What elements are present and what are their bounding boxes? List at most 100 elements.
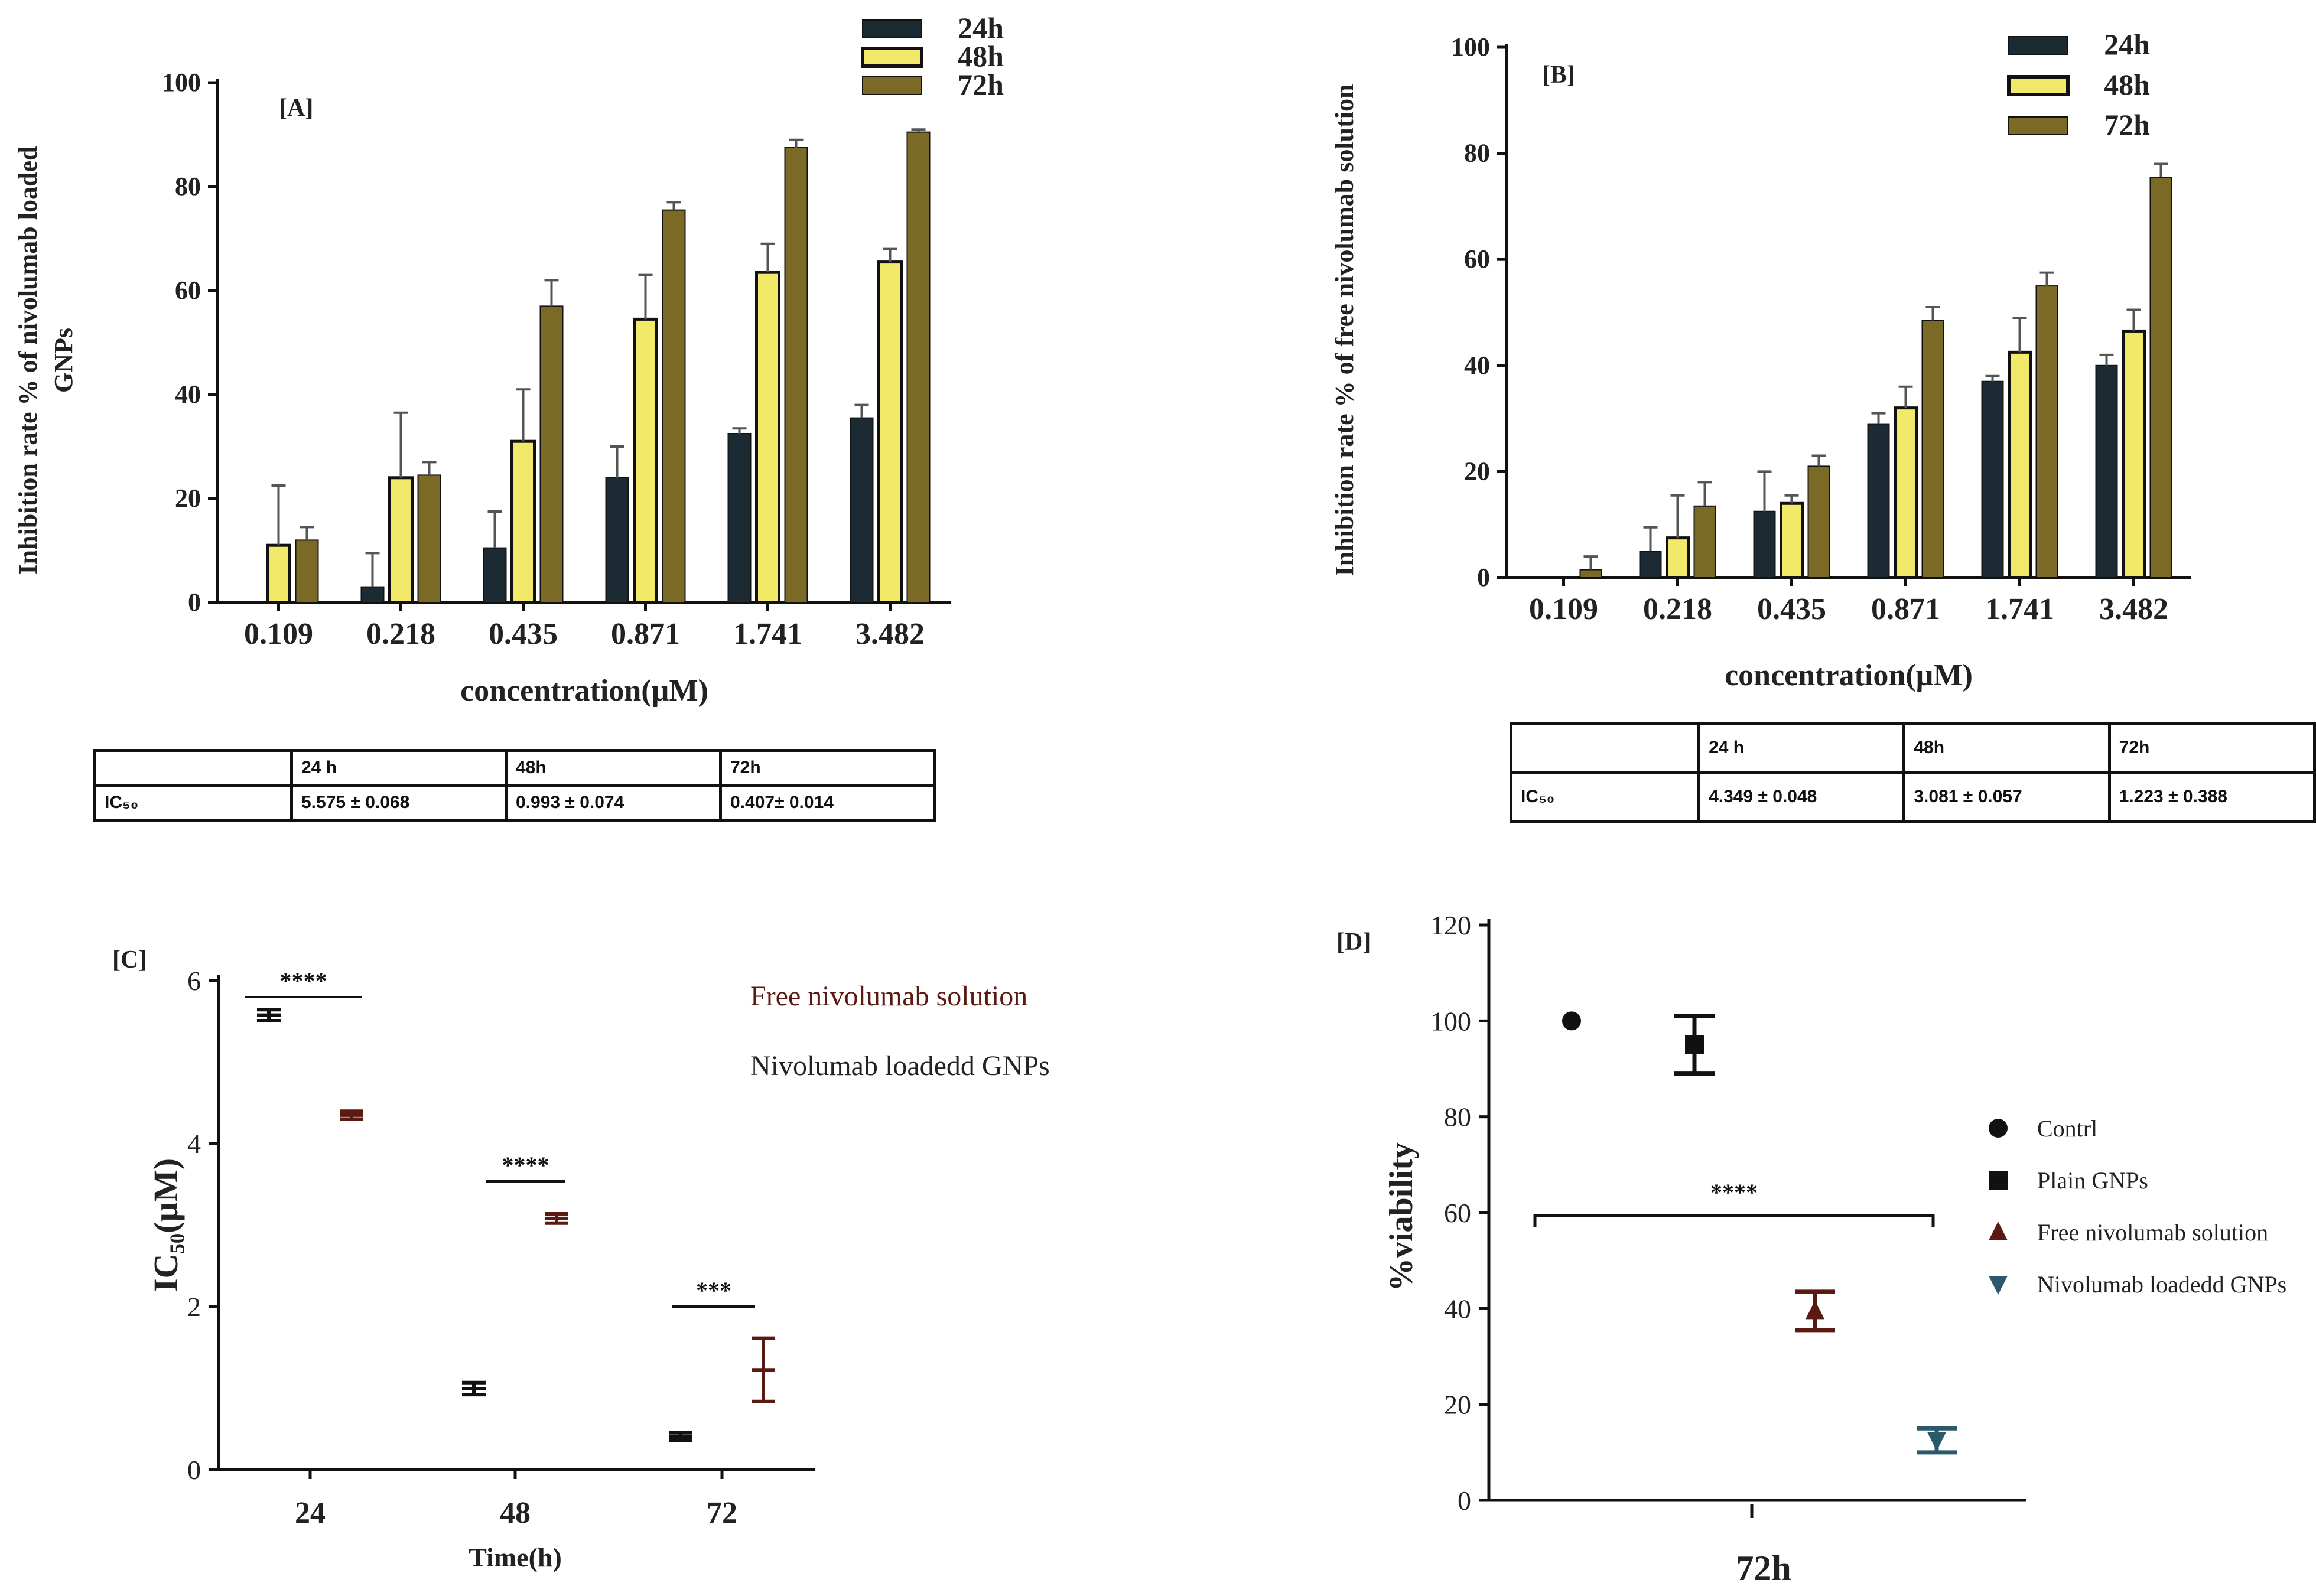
bar-72h <box>1921 320 1944 578</box>
legend-swatch-48h <box>861 47 923 68</box>
y-tick-label: 100 <box>162 68 201 97</box>
bar-72h <box>539 305 564 604</box>
y-axis-title: IC₅₀(µM) <box>147 1158 185 1292</box>
legend-label-72h: 72h <box>958 68 1004 101</box>
y-tick-label: 100 <box>1451 32 1490 61</box>
ic50-value-48h: 0.993 ± 0.074 <box>505 784 722 822</box>
ic50-row-label: IC₅₀ <box>1509 771 1701 823</box>
bar-48h <box>388 476 414 604</box>
x-axis-title: 72h <box>1736 1549 1791 1588</box>
ic50-table-header-row: 24 h 48h 72h <box>1509 722 2316 774</box>
legend-swatch-48h <box>2007 75 2070 96</box>
legend-marker-contrl <box>1989 1119 2008 1138</box>
x-tick-label: 48 <box>500 1496 531 1530</box>
bar-48h <box>1894 406 1918 579</box>
legend-swatch-24h <box>862 19 922 38</box>
y-tick-label: 40 <box>175 380 201 409</box>
ic50-value-24h: 5.575 ± 0.068 <box>290 784 508 822</box>
x-axis-title: concentration(µM) <box>1725 659 1973 692</box>
x-tick-label: 3.482 <box>856 617 925 651</box>
chart-a: 0 20 40 60 80 100 0.109 0.218 0.435 0.871 1.741 3.4… <box>14 11 1004 708</box>
y-tick-label: 80 <box>1444 1102 1471 1132</box>
legend-label-48h: 48h <box>958 40 1004 73</box>
ic50-table-corner <box>93 749 293 787</box>
bar-72h <box>2035 285 2058 578</box>
legend-swatch-72h <box>862 76 922 95</box>
x-tick-label: 0.435 <box>489 617 558 651</box>
bar-48h <box>877 260 903 604</box>
bar-24h <box>1639 551 1662 578</box>
legend-label-contrl: Contrl <box>2037 1115 2097 1142</box>
panel-label: [B] <box>1542 61 1575 89</box>
bar-48h <box>755 271 780 604</box>
legend-label-24h: 24h <box>958 11 1004 44</box>
ic50-value-72h: 1.223 ± 0.388 <box>2107 771 2316 823</box>
bar-48h <box>1780 501 1804 579</box>
ic50-table-value-row: IC₅₀ 4.349 ± 0.048 3.081 ± 0.057 1.223 ±… <box>1509 771 2316 823</box>
bar-48h <box>1666 536 1690 579</box>
bar-72h <box>1807 465 1830 578</box>
ic50-table-header-72h: 72h <box>719 749 936 787</box>
x-tick-label: 0.218 <box>1643 592 1712 626</box>
bar-72h <box>1579 569 1602 579</box>
bar-24h <box>1981 380 2004 578</box>
bar-24h <box>1753 510 1776 578</box>
legend-label-free-nivolumab-solution: Free nivolumab solution <box>2037 1219 2268 1246</box>
bar-48h <box>510 439 536 604</box>
significance-label: **** <box>502 1152 549 1178</box>
viability-point-plain-gnps <box>1685 1035 1704 1054</box>
x-tick-label: 0.435 <box>1757 592 1826 626</box>
bar-48h <box>633 317 658 604</box>
y-axis-title: %viability <box>1383 1142 1420 1291</box>
y-tick-label: 0 <box>187 1455 201 1485</box>
y-tick-label: 0 <box>1458 1486 1471 1516</box>
y-tick-label: 60 <box>175 276 201 305</box>
legend-label-free-solution: Free nivolumab solution <box>750 981 1027 1012</box>
legend-swatch-24h <box>2008 36 2068 55</box>
bar-72h <box>784 147 808 603</box>
panel-label: [A] <box>279 95 313 122</box>
bar-24h <box>605 477 629 603</box>
x-tick-label: 24 <box>295 1496 326 1530</box>
significance-label: **** <box>280 968 327 994</box>
legend-label-nivolumab-loadedd-gnps: Nivolumab loadedd GNPs <box>2037 1271 2286 1298</box>
viability-point-nivolumab-loadedd-gnps <box>1927 1432 1946 1451</box>
panel-label: [D] <box>1336 929 1371 956</box>
bar-48h <box>2122 329 2146 579</box>
ic50-table-header-72h: 72h <box>2107 722 2316 774</box>
y-tick-label: 40 <box>1444 1294 1471 1324</box>
legend-label-48h: 48h <box>2104 68 2150 101</box>
legend-marker-free-nivolumab-solution <box>1989 1222 2008 1240</box>
x-tick-label: 0.871 <box>1871 592 1940 626</box>
x-tick-label: 72 <box>707 1496 737 1530</box>
significance-label: **** <box>1710 1179 1758 1206</box>
chart-b: 0 20 40 60 80 100 0.109 0.218 0.435 0.871 1.741 3.4… <box>1330 28 2191 692</box>
ic50-table-a: 24 h 48h 72h IC₅₀ 5.575 ± 0.068 0.993 ± … <box>93 749 936 822</box>
chart-d: 0 20 40 60 80 100 120 72h **** Contrl Plain GNPs Fr… <box>1336 910 2286 1588</box>
y-tick-label: 40 <box>1464 351 1490 380</box>
viability-point-free-nivolumab-solution <box>1806 1300 1824 1320</box>
significance-label: *** <box>696 1277 731 1304</box>
ic50-row-label: IC₅₀ <box>93 784 293 822</box>
y-tick-label: 2 <box>187 1292 201 1322</box>
x-tick-label: 0.871 <box>611 617 680 651</box>
bar-72h <box>295 539 319 604</box>
y-tick-label: 20 <box>1464 457 1490 486</box>
bar-72h <box>1693 505 1716 579</box>
bar-24h <box>360 586 385 603</box>
y-tick-label: 60 <box>1464 245 1490 273</box>
legend-marker-plain-gnps <box>1989 1171 2008 1190</box>
bar-24h <box>1867 423 1890 579</box>
ic50-table-value-row: IC₅₀ 5.575 ± 0.068 0.993 ± 0.074 0.407± … <box>93 784 936 822</box>
bar-48h <box>266 543 291 604</box>
y-tick-label: 0 <box>1477 563 1490 592</box>
bar-72h <box>906 131 931 604</box>
y-tick-label: 60 <box>1444 1198 1471 1228</box>
legend-label-24h: 24h <box>2104 28 2150 61</box>
y-tick-label: 6 <box>187 966 201 996</box>
x-tick-label: 0.218 <box>366 617 435 651</box>
ic50-value-24h: 4.349 ± 0.048 <box>1697 771 1906 823</box>
bar-24h <box>727 433 752 603</box>
